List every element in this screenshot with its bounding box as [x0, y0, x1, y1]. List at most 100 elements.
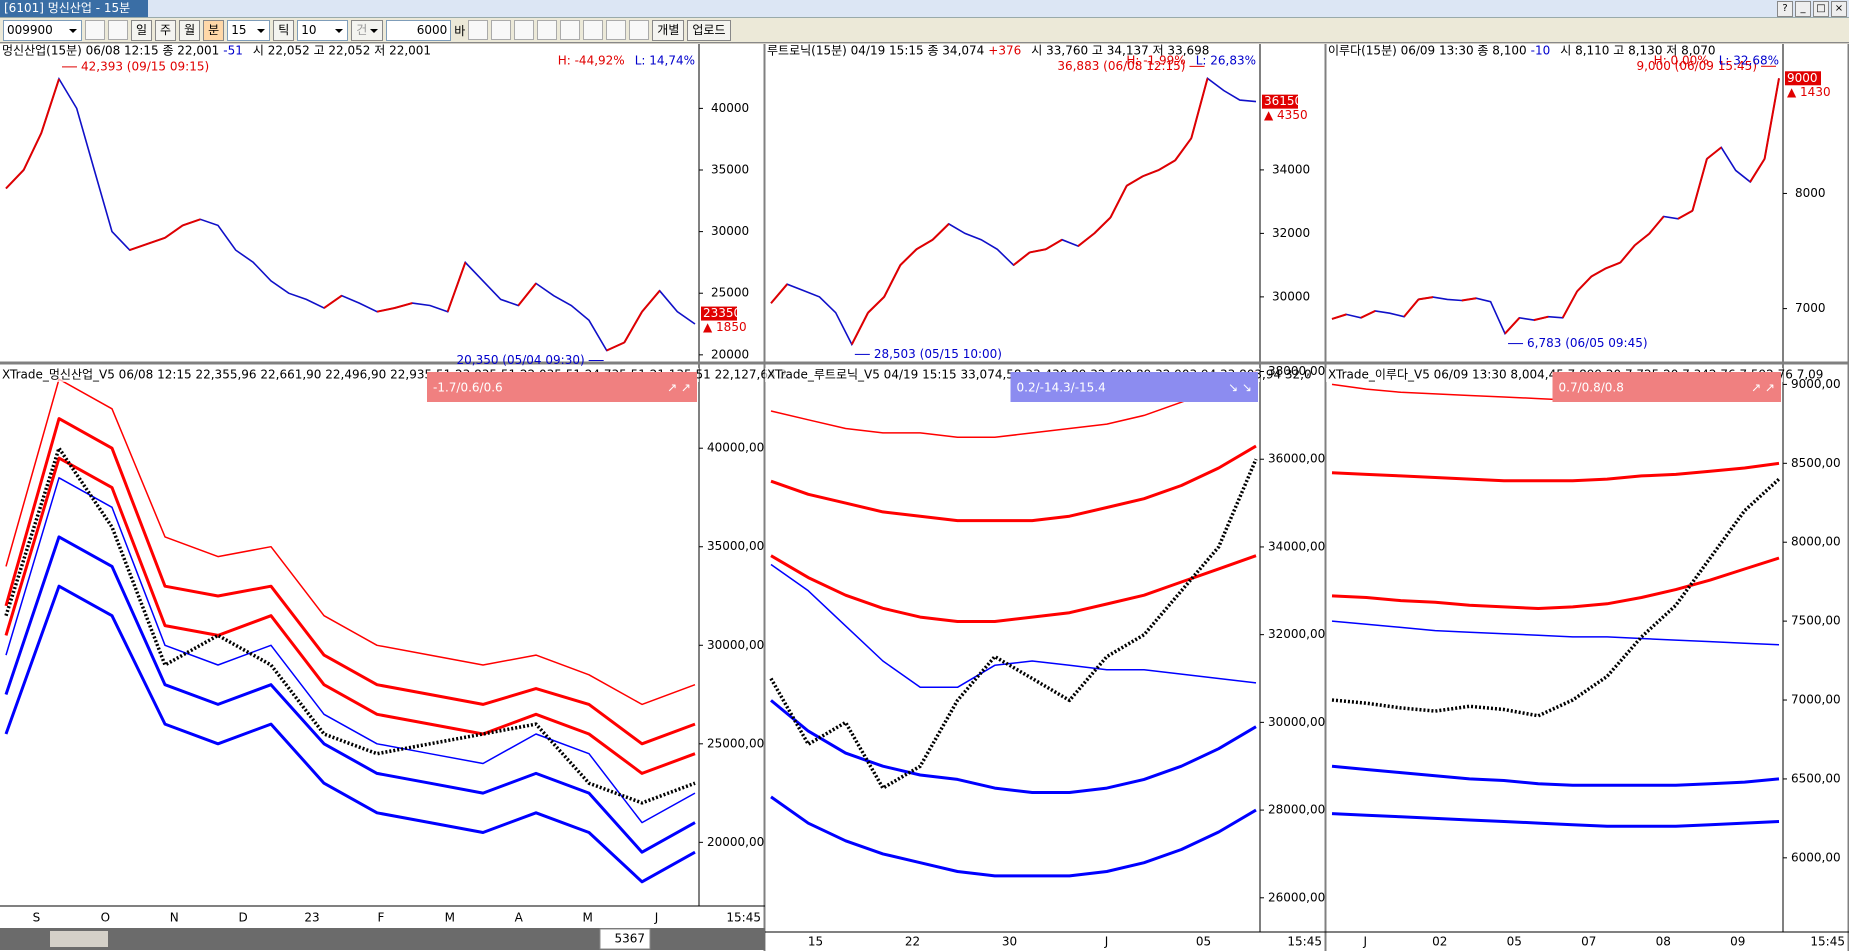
tick-button[interactable]: 틱 — [273, 19, 295, 41]
up-candle — [623, 311, 643, 344]
x-tick-label: 09 — [1730, 935, 1745, 949]
period-button[interactable]: 월 — [179, 19, 201, 41]
close-button[interactable]: × — [1831, 1, 1847, 17]
y-tick-label: 26000,00 — [1268, 890, 1325, 904]
y-tick-label: 7000,00 — [1791, 693, 1841, 707]
band-line — [770, 795, 1257, 878]
y-tick-label: 34000,00 — [1268, 539, 1325, 553]
band-line — [4, 584, 696, 884]
tool-icon[interactable] — [468, 20, 489, 40]
up-candle — [1126, 175, 1144, 187]
period-button[interactable]: 주 — [155, 19, 177, 41]
y-tick-label: 25000 — [711, 286, 749, 300]
indicator-price — [769, 458, 1258, 790]
minimize-button[interactable]: _ — [1795, 1, 1811, 17]
ohlc: 시 8,110 고 8,130 저 8,070 — [1560, 44, 1715, 58]
band-line — [1331, 620, 1780, 646]
search-icon[interactable] — [108, 20, 128, 40]
extreme-note: 36,883 (06/08 12:15) — [1057, 59, 1185, 73]
price-line — [5, 76, 696, 352]
high-pct: H: 0,00% — [1654, 54, 1709, 68]
up-candle — [1677, 209, 1693, 220]
help-button[interactable]: ? — [1777, 1, 1793, 17]
scroll-position-box[interactable] — [599, 928, 651, 950]
last-change: ▲ 1850 — [703, 320, 747, 334]
up-candle — [1045, 238, 1063, 251]
up-candle — [1576, 275, 1593, 293]
up-candle — [1461, 297, 1477, 302]
x-tick-label: D — [239, 911, 248, 925]
x-tick-label: J — [654, 911, 659, 925]
up-candle — [1331, 313, 1347, 320]
price-header: 루트로닉(15분) 04/19 15:15 종 34,074 — [767, 44, 984, 58]
x-tick-label: N — [170, 911, 179, 925]
band-line — [770, 444, 1257, 523]
unit-label: 바 — [454, 23, 466, 38]
period-button[interactable]: 일 — [131, 19, 153, 41]
count-select[interactable]: 건수 — [351, 19, 384, 56]
up-candle — [850, 312, 869, 345]
up-candle — [1591, 267, 1607, 278]
x-tick-label: F — [377, 911, 384, 925]
x-tick-label: 07 — [1581, 935, 1596, 949]
interval-select[interactable]: 15 — [227, 19, 271, 41]
up-candle — [1142, 168, 1160, 178]
tool-icon[interactable] — [606, 20, 627, 40]
up-candle — [1029, 248, 1047, 254]
count-input[interactable]: 6000 — [386, 19, 452, 41]
y-tick-label: 40000,00 — [707, 441, 764, 455]
ratio: -1.7/0.6/0.6 — [433, 381, 503, 395]
up-candle — [22, 132, 43, 171]
tool-icon[interactable] — [560, 20, 581, 40]
up-candle — [376, 307, 395, 313]
y-tick-label: 30000 — [1272, 289, 1310, 303]
scrollbar[interactable] — [0, 928, 765, 950]
x-tick-label: S — [33, 911, 41, 925]
code-select[interactable]: 009900 — [3, 19, 82, 41]
up-candle — [1605, 261, 1621, 270]
maximize-button[interactable]: □ — [1813, 1, 1829, 17]
ratio-arrows: ↘ ↘ — [1228, 381, 1252, 395]
individual-button[interactable]: 개별 — [652, 19, 685, 41]
upload-button[interactable]: 업로드 — [687, 19, 731, 41]
x-tick-label: 05 — [1196, 935, 1211, 949]
window-buttons: ? _ □ × — [1777, 1, 1847, 17]
up-candle — [1403, 298, 1420, 318]
low-pct: L: 26,83% — [1196, 54, 1256, 68]
tool-icon[interactable] — [583, 20, 604, 40]
low-pct: L: 14,74% — [635, 54, 695, 68]
x-tick-label: 08 — [1656, 935, 1671, 949]
y-tick-label: 30000 — [711, 224, 749, 238]
up-candle — [1763, 78, 1780, 160]
band-line — [1331, 812, 1780, 828]
y-tick-label: 20000 — [711, 347, 749, 361]
up-candle — [915, 238, 934, 251]
period-button[interactable]: 분 — [203, 19, 225, 41]
tick-select[interactable]: 10 — [297, 19, 349, 41]
y-tick-label: 40000 — [711, 101, 749, 115]
up-candle — [867, 296, 885, 314]
time-label: 15:45 — [1810, 935, 1845, 949]
up-candle — [164, 224, 184, 239]
search-icon[interactable] — [85, 20, 105, 40]
tool-icon[interactable] — [491, 20, 512, 40]
tool-icon[interactable] — [514, 20, 535, 40]
up-candle — [1561, 290, 1579, 319]
last-change: ▲ 4350 — [1264, 108, 1308, 122]
extreme-note: 20,350 (05/04 09:30) — [457, 353, 585, 367]
y-tick-label: 32000 — [1272, 226, 1310, 240]
tool-icon[interactable] — [537, 20, 558, 40]
y-tick-label: 25000,00 — [707, 736, 764, 750]
tool-icon[interactable] — [629, 20, 650, 40]
extreme-note: 9,000 (06/09 15:45) — [1636, 59, 1757, 73]
up-candle — [1706, 146, 1722, 160]
scroll-thumb[interactable] — [50, 931, 108, 947]
window-title[interactable]: [6101] 멍신산업 - 15분 — [0, 0, 149, 17]
band-line — [1331, 764, 1780, 787]
band-line — [770, 554, 1257, 623]
x-tick-label: 23 — [304, 911, 319, 925]
band-line — [5, 378, 696, 706]
up-candle — [770, 283, 788, 304]
x-tick-label: M — [445, 911, 455, 925]
y-tick-label: 30000,00 — [707, 638, 764, 652]
